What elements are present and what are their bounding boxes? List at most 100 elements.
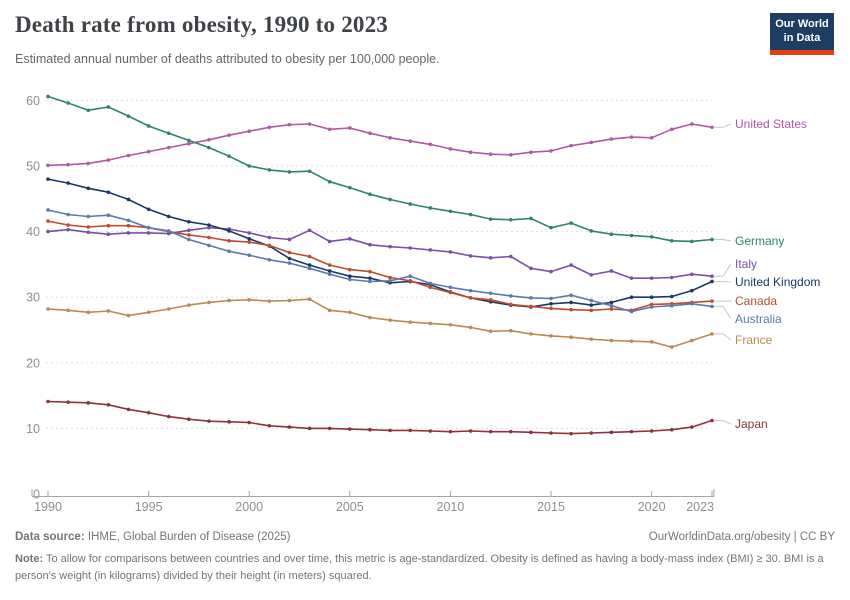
series-point-australia-2008 bbox=[408, 274, 412, 279]
series-point-australia-2001 bbox=[267, 258, 272, 262]
label-connector-italy bbox=[714, 263, 732, 277]
series-point-canada-2010 bbox=[448, 290, 453, 295]
series-point-germany-2015 bbox=[549, 225, 553, 230]
series-point-italy-2006 bbox=[368, 242, 372, 247]
series-point-united-states-1993 bbox=[106, 158, 111, 162]
series-label-japan[interactable]: Japan bbox=[735, 417, 768, 431]
series-point-united-states-2007 bbox=[388, 135, 392, 140]
series-line-united-kingdom[interactable] bbox=[47, 178, 713, 308]
series-line-germany[interactable] bbox=[47, 95, 713, 243]
series-point-united-kingdom-2023 bbox=[710, 279, 714, 284]
y-tick-label-40: 40 bbox=[26, 225, 40, 239]
series-point-france-1998 bbox=[207, 300, 211, 305]
series-point-france-1996 bbox=[166, 307, 171, 311]
series-point-germany-2002 bbox=[287, 170, 292, 174]
series-point-united-kingdom-2015 bbox=[549, 301, 553, 306]
series-point-france-2021 bbox=[669, 345, 674, 349]
series-point-united-states-2019 bbox=[629, 135, 634, 139]
series-point-canada-2005 bbox=[348, 267, 352, 272]
series-point-canada-2016 bbox=[569, 307, 573, 312]
series-point-france-2022 bbox=[690, 338, 694, 343]
series-point-united-states-2012 bbox=[488, 152, 493, 156]
series-point-france-2023 bbox=[710, 332, 714, 336]
series-point-united-states-2023 bbox=[710, 125, 714, 130]
series-point-canada-2001 bbox=[267, 243, 272, 248]
series-point-japan-2020 bbox=[649, 429, 654, 433]
series-line-japan[interactable] bbox=[47, 400, 713, 435]
series-point-united-kingdom-1999 bbox=[227, 229, 231, 233]
series-label-australia[interactable]: Australia bbox=[735, 312, 782, 326]
series-line-united-states[interactable] bbox=[47, 123, 713, 167]
series-point-japan-1997 bbox=[187, 417, 191, 422]
series-point-japan-2022 bbox=[690, 425, 694, 429]
series-point-france-2007 bbox=[388, 318, 392, 322]
series-point-canada-1994 bbox=[126, 223, 131, 228]
chart-subtitle: Estimated annual number of deaths attrib… bbox=[15, 52, 440, 66]
series-point-japan-1993 bbox=[106, 402, 111, 407]
series-point-canada-2020 bbox=[649, 302, 654, 307]
series-label-italy[interactable]: Italy bbox=[735, 257, 757, 271]
series-point-united-states-1994 bbox=[126, 153, 131, 158]
series-label-united-kingdom[interactable]: United Kingdom bbox=[735, 275, 820, 289]
series-point-germany-2016 bbox=[569, 221, 573, 225]
series-point-australia-2004 bbox=[327, 272, 332, 277]
series-point-france-2000 bbox=[247, 298, 252, 302]
series-point-france-2002 bbox=[287, 298, 292, 303]
series-point-japan-2011 bbox=[468, 429, 473, 433]
series-point-australia-2015 bbox=[549, 296, 553, 301]
series-point-canada-2000 bbox=[247, 240, 252, 244]
series-point-united-states-2016 bbox=[569, 143, 573, 148]
x-tick-label-2015: 2015 bbox=[537, 500, 565, 514]
series-label-germany[interactable]: Germany bbox=[735, 234, 784, 248]
series-point-germany-2019 bbox=[629, 233, 634, 238]
series-point-italy-2016 bbox=[569, 263, 573, 267]
series-point-australia-2013 bbox=[508, 294, 513, 298]
series-point-france-2009 bbox=[428, 321, 433, 326]
series-label-france[interactable]: France bbox=[735, 333, 773, 347]
series-point-australia-1993 bbox=[106, 213, 111, 217]
series-point-united-kingdom-1996 bbox=[166, 214, 171, 219]
series-point-japan-1996 bbox=[166, 414, 171, 419]
y-tick-label-0: 0 bbox=[33, 488, 40, 502]
series-point-united-states-2005 bbox=[348, 126, 352, 130]
series-point-japan-2007 bbox=[388, 428, 392, 433]
series-point-japan-2006 bbox=[368, 427, 372, 432]
series-point-germany-2020 bbox=[649, 235, 654, 239]
series-point-japan-1990 bbox=[46, 399, 50, 404]
series-point-united-states-2018 bbox=[609, 137, 614, 141]
series-point-united-states-1995 bbox=[146, 149, 151, 154]
series-point-italy-2013 bbox=[508, 254, 513, 259]
series-point-japan-2023 bbox=[710, 418, 714, 423]
series-point-japan-2004 bbox=[327, 426, 332, 431]
owid-link[interactable]: OurWorldinData.org/obesity | CC BY bbox=[648, 531, 835, 543]
series-label-canada[interactable]: Canada bbox=[735, 294, 777, 308]
series-point-canada-2018 bbox=[609, 307, 614, 311]
series-point-germany-2003 bbox=[307, 169, 312, 174]
series-point-germany-2010 bbox=[448, 209, 453, 214]
series-point-united-kingdom-2002 bbox=[287, 256, 292, 261]
series-point-italy-2019 bbox=[629, 276, 634, 280]
series-point-germany-2001 bbox=[267, 168, 272, 172]
series-point-japan-1992 bbox=[86, 401, 91, 405]
series-point-australia-2011 bbox=[468, 288, 473, 293]
series-point-united-states-1998 bbox=[207, 137, 211, 142]
data-source-text: IHME, Global Burden of Disease (2025) bbox=[84, 531, 291, 543]
series-point-italy-2005 bbox=[348, 237, 352, 241]
series-point-canada-2006 bbox=[368, 269, 372, 274]
series-point-italy-2020 bbox=[649, 276, 654, 280]
series-point-united-states-1999 bbox=[227, 133, 231, 137]
series-point-italy-1995 bbox=[146, 231, 151, 235]
series-point-germany-2009 bbox=[428, 206, 433, 210]
series-point-france-2013 bbox=[508, 328, 513, 333]
series-point-germany-2017 bbox=[589, 229, 594, 233]
series-point-united-states-1996 bbox=[166, 145, 171, 150]
series-point-united-kingdom-2016 bbox=[569, 300, 573, 305]
series-label-united-states[interactable]: United States bbox=[735, 117, 807, 131]
series-point-united-kingdom-2022 bbox=[690, 288, 694, 293]
series-line-france[interactable] bbox=[47, 298, 713, 348]
series-point-italy-1993 bbox=[106, 232, 111, 237]
series-line-italy[interactable] bbox=[47, 226, 713, 280]
series-point-united-kingdom-1993 bbox=[106, 190, 111, 195]
series-line-australia[interactable] bbox=[47, 209, 713, 313]
